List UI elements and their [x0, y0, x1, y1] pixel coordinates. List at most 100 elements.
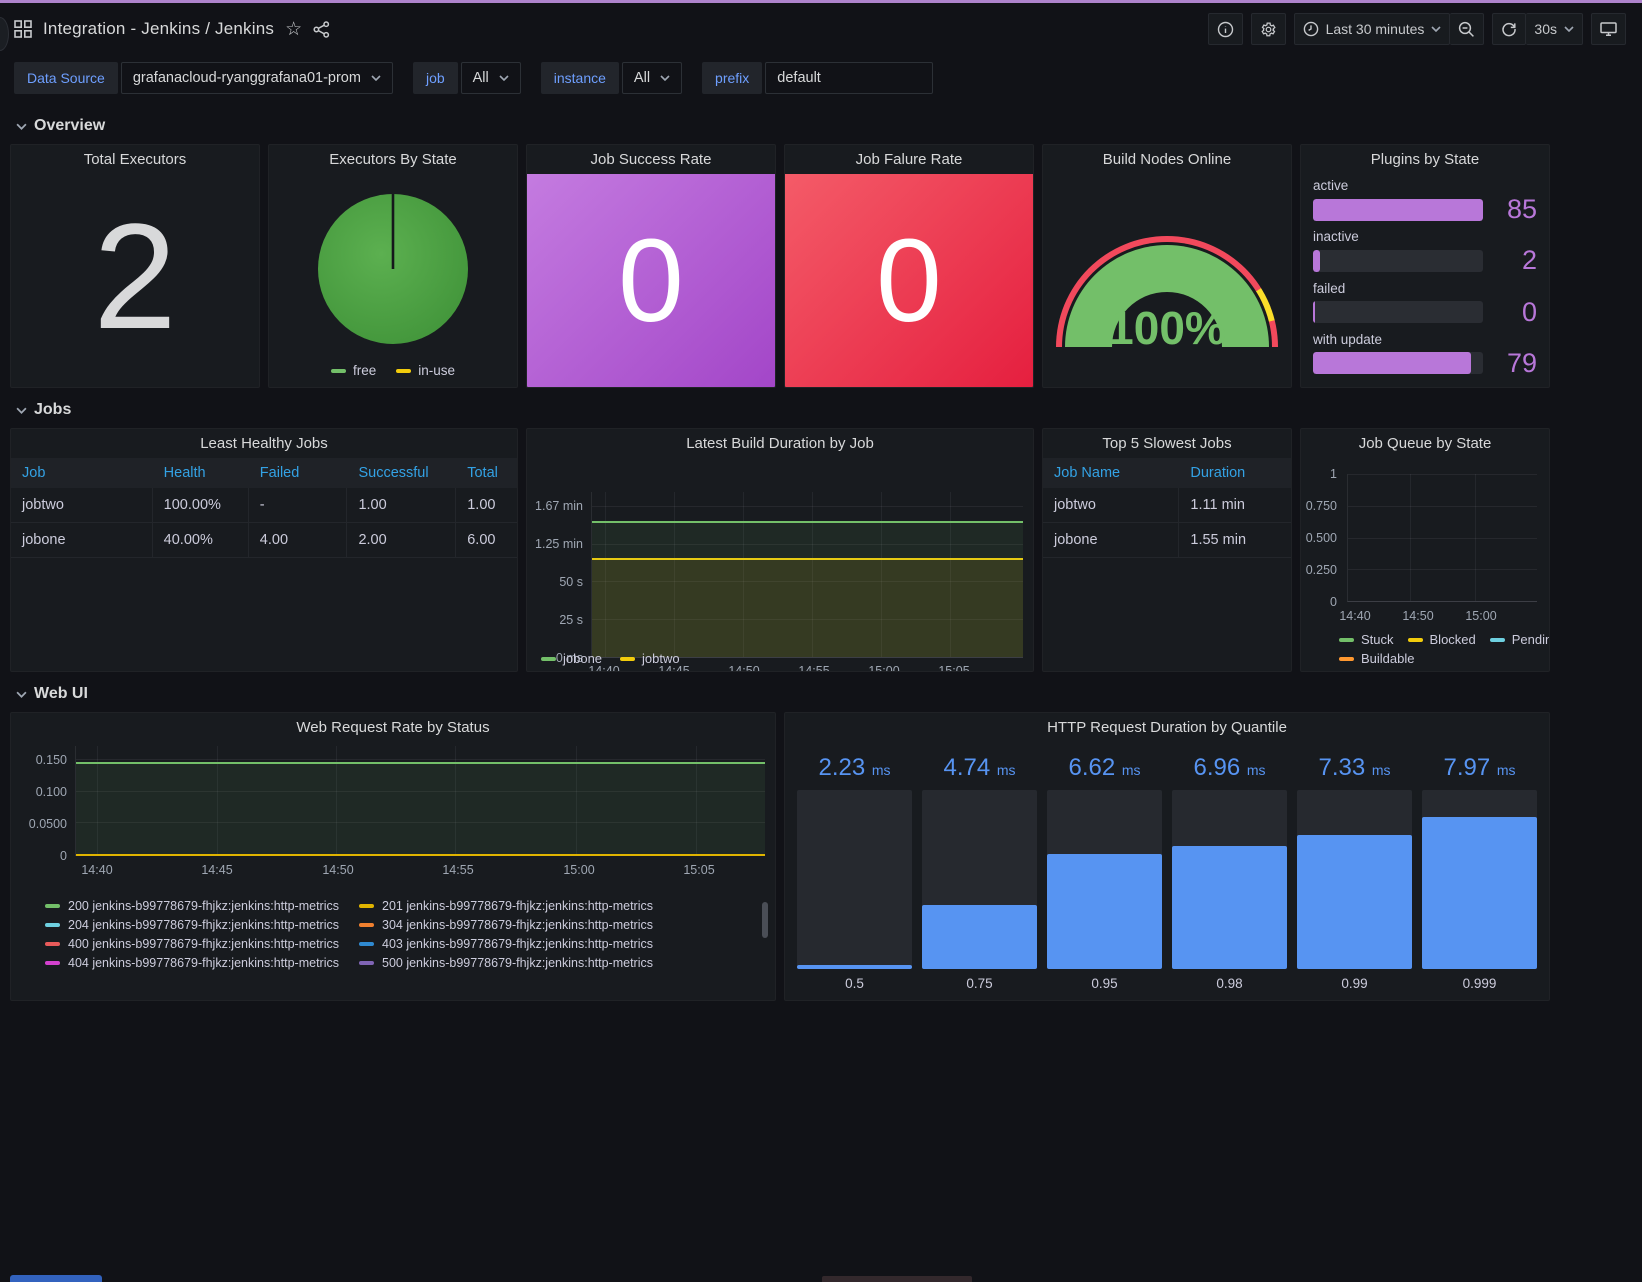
panel-job-success-rate: Job Success Rate 0	[526, 144, 776, 388]
total-executors-value: 2	[93, 191, 177, 360]
column-header[interactable]: Job Name	[1054, 465, 1121, 481]
magnifier-minus-icon	[1458, 21, 1475, 38]
column-header[interactable]: Health	[163, 465, 206, 481]
job-variable-dropdown[interactable]: All	[460, 62, 521, 94]
legend-item[interactable]: Pending	[1489, 632, 1549, 647]
legend-item[interactable]: 500 jenkins-b99778679-fhjkz:jenkins:http…	[359, 956, 667, 970]
datasource-variable-label: Data Source	[14, 62, 118, 94]
panel-title[interactable]: HTTP Request Duration by Quantile	[1047, 719, 1287, 736]
legend-scrollbar[interactable]	[762, 902, 768, 938]
plot-area[interactable]	[75, 746, 765, 856]
chart-legend: 200 jenkins-b99778679-fhjkz:jenkins:http…	[45, 899, 667, 970]
job-variable-label: job	[412, 62, 458, 94]
panel-http-duration-quantile: HTTP Request Duration by Quantile 2.23 m…	[784, 712, 1550, 1001]
quantile-label: 0.98	[1216, 976, 1243, 991]
dashboard-variables-bar: Data Source grafanacloud-ryanggrafana01-…	[0, 55, 1642, 104]
dashboard-info-button[interactable]	[1207, 13, 1243, 45]
table-row: jobone 1.55 min	[1043, 523, 1291, 558]
column-header[interactable]: Job	[22, 465, 46, 481]
least-healthy-jobs-table: Job Health Failed Successful Total jobtw…	[11, 458, 517, 671]
refresh-button[interactable]	[1492, 13, 1527, 45]
panel-title[interactable]: Latest Build Duration by Job	[686, 435, 874, 452]
section-jobs[interactable]: Jobs	[0, 388, 1642, 428]
legend-item[interactable]: jobone	[541, 651, 602, 666]
panel-title[interactable]: Plugins by State	[1370, 151, 1480, 168]
top-slowest-jobs-table: Job Name Duration jobtwo 1.11 min jobone…	[1043, 458, 1291, 671]
legend-swatch	[45, 923, 60, 927]
jobs-panel-row: Least Healthy Jobs Job Health Failed Suc…	[10, 428, 1550, 672]
bar-value: 79	[1506, 347, 1537, 378]
pie-legend: free in-use	[269, 363, 517, 387]
star-icon[interactable]: ☆	[285, 18, 303, 40]
panel-title[interactable]: Executors By State	[329, 151, 457, 168]
section-web-ui[interactable]: Web UI	[0, 672, 1642, 712]
job-success-rate-value: 0	[527, 174, 775, 387]
quantile-column[interactable]: 6.96 ms 0.98	[1172, 754, 1287, 994]
instance-variable-dropdown[interactable]: All	[621, 62, 683, 94]
quantile-label: 0.5	[845, 976, 864, 991]
panel-title[interactable]: Job Success Rate	[590, 151, 712, 168]
bar-fill	[1313, 301, 1315, 324]
bar-gauge-row: inactive 2	[1313, 229, 1537, 276]
dashboard-settings-button[interactable]	[1250, 13, 1286, 45]
bar-fill	[797, 965, 912, 969]
legend-item[interactable]: 403 jenkins-b99778679-fhjkz:jenkins:http…	[359, 937, 667, 951]
legend-item[interactable]: free	[330, 363, 376, 378]
series-201	[76, 853, 765, 856]
panel-title[interactable]: Job Queue by State	[1358, 435, 1492, 452]
bar-fill	[1313, 198, 1483, 221]
top-bar: Integration - Jenkins / Jenkins ☆	[0, 3, 1642, 55]
datasource-variable-dropdown[interactable]: grafanacloud-ryanggrafana01-prom	[120, 62, 393, 94]
duration-quantile-chart: 2.23 ms 0.5 4.74 ms 0.75 6.62 ms 0.95 6.…	[785, 742, 1549, 1000]
plot-area[interactable]	[591, 492, 1023, 658]
quantile-column[interactable]: 7.33 ms 0.99	[1297, 754, 1412, 994]
legend-item[interactable]: 304 jenkins-b99778679-fhjkz:jenkins:http…	[359, 918, 667, 932]
chevron-down-icon	[1564, 26, 1574, 32]
section-overview[interactable]: Overview	[0, 104, 1642, 144]
panel-title[interactable]: Total Executors	[83, 151, 187, 168]
legend-item[interactable]: Blocked	[1407, 632, 1476, 647]
legend-swatch	[1339, 637, 1354, 642]
quantile-column[interactable]: 6.62 ms 0.95	[1047, 754, 1162, 994]
dashboards-grid-icon[interactable]	[14, 20, 32, 38]
legend-item[interactable]: jobtwo	[620, 651, 680, 666]
executors-pie-chart	[269, 174, 517, 363]
panel-title[interactable]: Job Falure Rate	[855, 151, 963, 168]
bar-fill	[1297, 834, 1412, 969]
section-title: Jobs	[34, 401, 72, 418]
panel-title[interactable]: Web Request Rate by Status	[296, 719, 490, 736]
legend-item[interactable]: 400 jenkins-b99778679-fhjkz:jenkins:http…	[45, 937, 353, 951]
prefix-variable-input[interactable]	[765, 62, 934, 94]
legend-item[interactable]: Buildable	[1339, 651, 1415, 666]
panel-title[interactable]: Least Healthy Jobs	[200, 435, 328, 452]
refresh-interval-label: 30s	[1534, 21, 1557, 37]
bar-fill	[1422, 816, 1537, 969]
gauge-value: 100%	[1108, 302, 1226, 354]
legend-item[interactable]: in-use	[396, 363, 455, 378]
legend-item[interactable]: Stuck	[1339, 632, 1394, 647]
table-row: jobtwo 1.11 min	[1043, 488, 1291, 523]
panel-title[interactable]: Top 5 Slowest Jobs	[1102, 435, 1232, 452]
legend-item[interactable]: 404 jenkins-b99778679-fhjkz:jenkins:http…	[45, 956, 353, 970]
tv-mode-button[interactable]	[1591, 13, 1626, 45]
refresh-interval-picker[interactable]: 30s	[1526, 13, 1583, 45]
column-header[interactable]: Successful	[358, 465, 429, 481]
quantile-column[interactable]: 2.23 ms 0.5	[797, 754, 912, 994]
zoom-out-time-button[interactable]	[1450, 13, 1485, 45]
quantile-column[interactable]: 7.97 ms 0.999	[1422, 754, 1537, 994]
plot-area[interactable]	[1347, 474, 1537, 602]
legend-item[interactable]: 204 jenkins-b99778679-fhjkz:jenkins:http…	[45, 918, 353, 932]
column-header[interactable]: Duration	[1190, 465, 1246, 481]
time-range-picker[interactable]: Last 30 minutes	[1293, 13, 1451, 45]
quantile-column[interactable]: 4.74 ms 0.75	[922, 754, 1037, 994]
legend-swatch	[359, 904, 374, 908]
bar-value: 0	[1521, 296, 1537, 327]
legend-item[interactable]: 201 jenkins-b99778679-fhjkz:jenkins:http…	[359, 899, 667, 913]
share-icon[interactable]	[313, 20, 330, 38]
quantile-label: 0.75	[966, 976, 993, 991]
column-header[interactable]: Total	[467, 465, 498, 481]
legend-item[interactable]: 200 jenkins-b99778679-fhjkz:jenkins:http…	[45, 899, 353, 913]
panel-title[interactable]: Build Nodes Online	[1102, 151, 1232, 168]
time-range-label: Last 30 minutes	[1325, 21, 1425, 37]
column-header[interactable]: Failed	[259, 465, 300, 481]
